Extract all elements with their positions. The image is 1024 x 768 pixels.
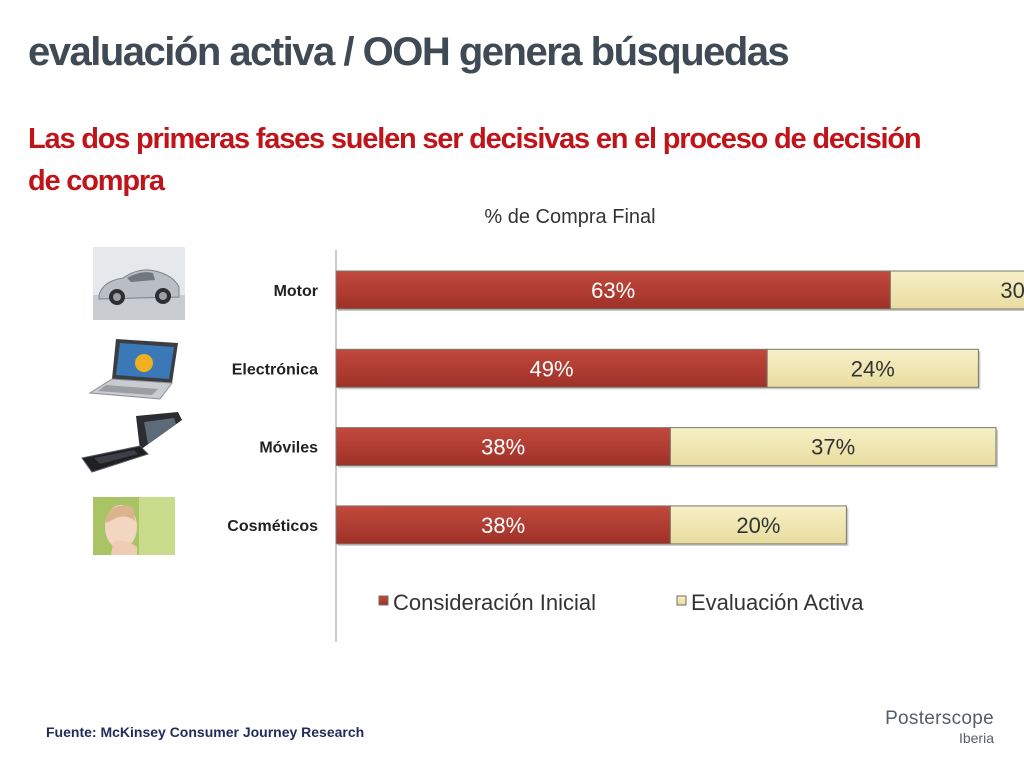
category-label: Motor [274, 283, 318, 300]
posterscope-logo: Posterscope Iberia [885, 708, 994, 746]
phone-photo [78, 410, 186, 476]
bar-evaluacion-activa [889, 270, 1024, 310]
data-label: 30% [1000, 278, 1024, 303]
legend-swatch [378, 595, 389, 606]
category-label: Móviles [259, 440, 318, 457]
data-label: 24% [851, 356, 895, 381]
data-label: 37% [811, 435, 855, 460]
bar-consideracion-inicial [335, 427, 671, 467]
legend-label: Evaluación Activa [691, 590, 864, 615]
data-label: 49% [530, 356, 574, 381]
laptop-photo [86, 333, 186, 405]
page-title: evaluación activa / OOH genera búsquedas [28, 30, 790, 74]
car-photo [93, 247, 185, 320]
bar-evaluacion-activa [669, 427, 997, 467]
logo-brand: Posterscope [885, 708, 994, 729]
bar-evaluacion-activa [669, 505, 847, 545]
category-label: Cosméticos [227, 518, 318, 535]
data-label: 38% [481, 435, 525, 460]
logo-sub: Iberia [958, 730, 994, 746]
page-subtitle: Las dos primeras fases suelen ser decisi… [28, 123, 922, 197]
data-label: 63% [591, 278, 635, 303]
cosmetics-photo [93, 497, 175, 555]
category-label: Electrónica [232, 361, 318, 378]
bar-consideracion-inicial [335, 348, 768, 388]
bar-consideracion-inicial [335, 270, 891, 310]
data-label: 38% [481, 513, 525, 538]
bar-evaluacion-activa [766, 348, 979, 388]
legend-label: Consideración Inicial [393, 590, 596, 615]
source-note: Fuente: McKinsey Consumer Journey Resear… [46, 724, 365, 740]
data-label: 20% [736, 513, 780, 538]
chart-title: % de Compra Final [484, 206, 656, 228]
legend-swatch [676, 595, 687, 606]
